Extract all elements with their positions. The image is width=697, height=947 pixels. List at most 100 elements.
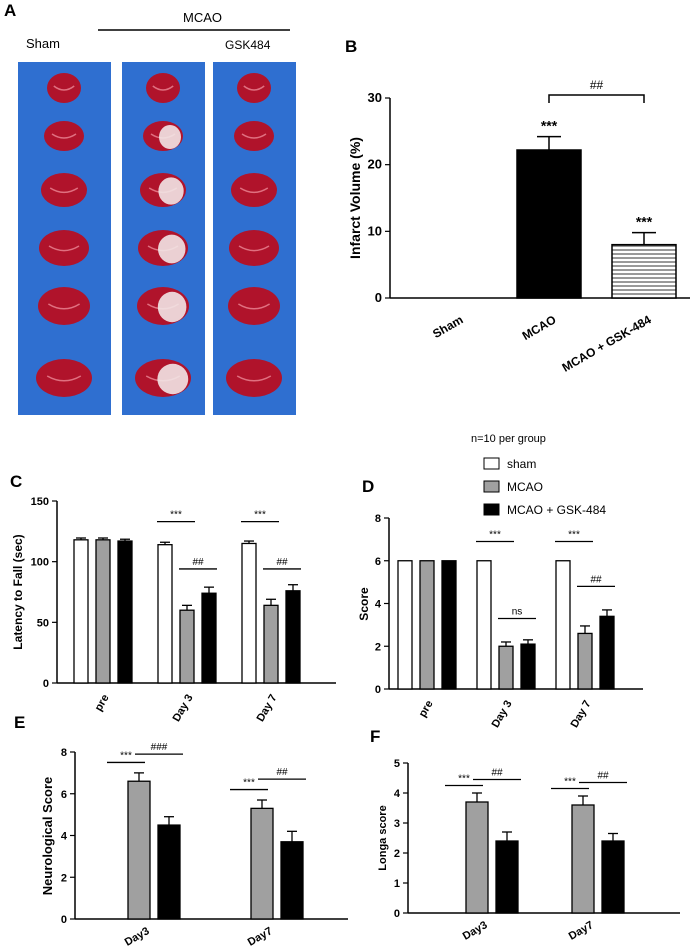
y-tick-label: 10 <box>368 223 382 238</box>
x-tick-label: Day 3 <box>490 699 515 730</box>
legend-swatch-gsk <box>483 503 500 516</box>
bar <box>555 560 571 690</box>
y-tick-label: 4 <box>394 788 401 800</box>
bar <box>476 560 492 690</box>
y-axis-label: Longa score <box>377 805 389 870</box>
comparison-label: ## <box>192 557 204 568</box>
brain-slice-infarct <box>158 234 186 264</box>
y-tick-label: 3 <box>394 818 400 830</box>
brain-slice <box>44 121 84 151</box>
panel-letter-f: F <box>370 727 380 746</box>
brain-slice <box>226 359 282 397</box>
bar <box>263 604 279 684</box>
y-tick-label: 4 <box>61 831 68 843</box>
chart-e: 0 2 4 6 8 Neurological Score Day3 Day7 *** ### ***… <box>40 742 348 947</box>
brain-slice <box>38 287 90 325</box>
significance-label: *** <box>541 118 558 134</box>
brain-slice-ventricle <box>46 375 82 382</box>
bar <box>599 615 615 690</box>
bar <box>250 807 274 920</box>
y-tick-label: 0 <box>61 914 67 926</box>
chart-d: 0 2 4 6 8 Score pre Day 3 Day 7 *** ns *** ## <box>357 513 643 730</box>
y-tick-label: 5 <box>394 758 400 770</box>
y-axis-label: Score <box>357 587 371 621</box>
brain-slice-ventricle <box>48 303 80 310</box>
y-tick-label: 8 <box>375 513 381 525</box>
legend-label-mcao: MCAO <box>507 480 543 494</box>
bar <box>179 609 195 684</box>
legend: n=10 per group sham MCAO MCAO + GSK-484 <box>471 433 606 517</box>
x-tick-label: Day7 <box>567 919 596 943</box>
y-tick-label: 150 <box>31 496 49 508</box>
brain-slice <box>237 73 271 103</box>
comparison-bracket <box>548 94 645 103</box>
comparison-label: ### <box>151 742 168 753</box>
y-tick-label: 6 <box>375 556 381 568</box>
bar <box>73 539 89 684</box>
comparison-label: ## <box>276 767 288 778</box>
x-tick-label: Day3 <box>123 925 152 947</box>
y-tick-label: 0 <box>375 290 382 305</box>
brain-slice-ventricle <box>239 187 269 194</box>
bar <box>95 539 111 684</box>
brain-slice-ventricle <box>152 85 174 91</box>
comparison-label: *** <box>568 530 580 541</box>
brain-slice-infarct <box>158 177 184 205</box>
y-tick-label: 2 <box>375 641 381 653</box>
y-axis-label: Infarct Volume (%) <box>347 137 363 259</box>
bar <box>157 544 173 684</box>
significance-label: *** <box>636 214 653 230</box>
bar <box>611 243 677 299</box>
brain-slice-ventricle <box>238 245 270 252</box>
x-tick-label: Day 3 <box>171 693 196 724</box>
y-tick-label: 0 <box>394 908 400 920</box>
panel-letter-c: C <box>10 472 22 491</box>
y-tick-label: 100 <box>31 557 49 569</box>
brain-slice <box>234 121 274 151</box>
y-tick-label: 6 <box>61 789 67 801</box>
legend-swatch-sham <box>483 457 500 470</box>
y-tick-label: 30 <box>368 90 382 105</box>
comparison-label: ns <box>512 606 523 617</box>
brain-slice-ventricle <box>236 375 272 382</box>
comparison-label: *** <box>243 778 255 789</box>
brain-slice-ventricle <box>51 133 77 139</box>
legend-label-sham: sham <box>507 457 536 471</box>
comparison-label: *** <box>170 510 182 521</box>
panel-letter-b: B <box>345 37 357 56</box>
brain-slice <box>231 173 277 207</box>
panel-a-photo: Sham MCAO GSK484 <box>18 10 296 415</box>
comparison-label: *** <box>458 774 470 785</box>
brain-slice-ventricle <box>241 133 267 139</box>
bar <box>285 590 301 684</box>
bar <box>117 540 133 684</box>
bar <box>397 560 413 690</box>
chart-b: 0 10 20 30 Infarct Volume (%) *** *** Sham MCAO M… <box>347 78 690 375</box>
y-tick-label: 1 <box>394 878 400 890</box>
brain-slice <box>146 73 180 103</box>
legend-note: n=10 per group <box>471 433 546 445</box>
brain-slice-infarct <box>157 363 189 395</box>
bar <box>465 801 489 914</box>
bar <box>280 841 304 920</box>
comparison-label: *** <box>254 510 266 521</box>
comparison-label: ## <box>597 771 609 782</box>
y-axis-label: Latency to Fall (sec) <box>11 534 25 649</box>
bar <box>241 542 257 684</box>
chart-c: 0 50 100 150 Latency to Fall (sec) pre Day 3 Da… <box>11 496 336 724</box>
x-tick-label: MCAO <box>520 312 559 342</box>
y-tick-label: 8 <box>61 747 67 759</box>
chart-f: 0 1 2 3 4 5 Longa score Day3 Day7 *** ## *** ## <box>377 758 680 943</box>
x-tick-label: Day7 <box>246 925 275 947</box>
gsk-label: GSK484 <box>225 38 271 52</box>
x-tick-label: Day3 <box>461 919 490 943</box>
mcao-header-label: MCAO <box>183 10 222 25</box>
x-tick-label: Day 7 <box>569 699 594 730</box>
bar <box>516 149 582 299</box>
bar <box>498 645 514 690</box>
brain-slice-ventricle <box>243 85 265 91</box>
y-tick-label: 0 <box>43 678 49 690</box>
comparison-label: ## <box>276 557 288 568</box>
brain-slice <box>228 287 280 325</box>
